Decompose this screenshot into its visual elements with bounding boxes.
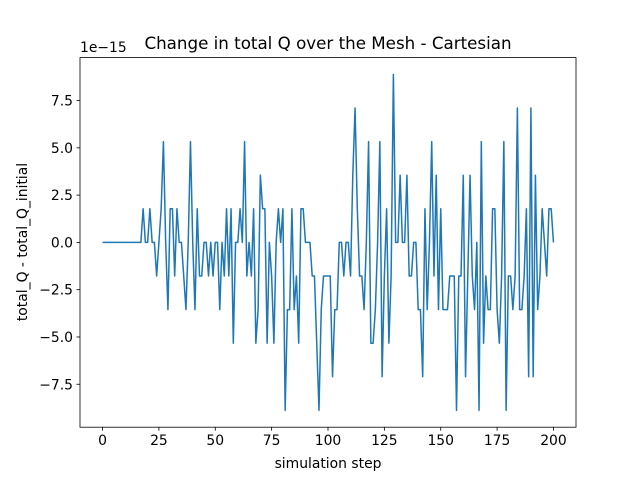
y-tick-label: 5.0	[51, 141, 73, 157]
axes-frame	[79, 57, 577, 428]
x-tick-label: 75	[263, 433, 281, 449]
x-tick-label: 0	[98, 433, 107, 449]
x-tick-label: 200	[540, 433, 567, 449]
x-tick-label: 150	[427, 433, 454, 449]
y-tick-label: −7.5	[39, 377, 73, 393]
x-tick-label: 100	[315, 433, 342, 449]
x-tick-label: 125	[371, 433, 398, 449]
x-tick-label: 50	[206, 433, 224, 449]
data-line	[102, 73, 555, 412]
x-tick-label: 175	[484, 433, 511, 449]
offset-text: 1e−15	[80, 40, 127, 56]
chart-title: Change in total Q over the Mesh - Cartes…	[144, 33, 511, 53]
x-axis-label: simulation step	[275, 456, 382, 472]
x-tick-label: 25	[150, 433, 168, 449]
y-tick-label: −5.0	[39, 330, 73, 346]
y-tick-label: −2.5	[39, 283, 73, 299]
y-tick-label: 0.0	[51, 235, 73, 251]
y-axis-label: total_Q - total_Q_initial	[15, 163, 31, 321]
y-tick-label: 7.5	[51, 94, 73, 110]
y-tick-label: 2.5	[51, 188, 73, 204]
